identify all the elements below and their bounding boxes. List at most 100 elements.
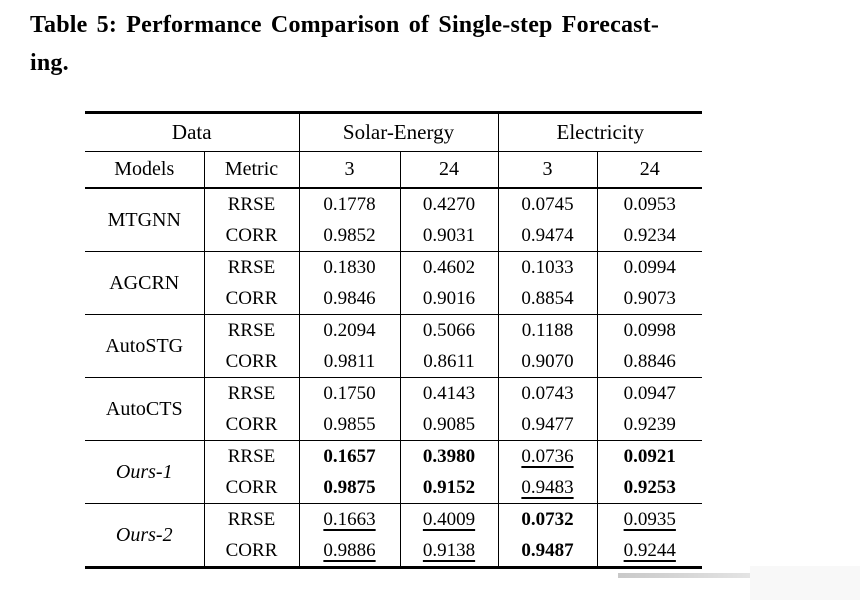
metric-value: 0.2094 (299, 314, 401, 346)
metric-value: 0.4143 (400, 377, 499, 409)
header-data: Data (85, 112, 300, 152)
metric-name: RRSE (204, 377, 300, 409)
header-horizon-electricity-3: 3 (498, 151, 598, 189)
header-group-row: Data Solar-Energy Electricity (85, 112, 702, 152)
metric-value: 0.9855 (299, 409, 401, 441)
metric-value: 0.9152 (400, 472, 499, 504)
table-row: Ours-2 RRSE 0.1663 0.4009 0.0732 0.0935 (85, 503, 702, 568)
model-name: MTGNN (85, 187, 205, 252)
metric-value: 0.9138 (400, 535, 499, 568)
metric-value: 0.9070 (498, 346, 598, 378)
table-row: CORR 0.9846 0.9016 0.8854 0.9073 (85, 283, 702, 315)
metric-value: 0.1830 (299, 251, 401, 283)
metric-value: 0.9234 (623, 224, 676, 246)
table-header: Data Solar-Energy Electricity Models Met… (85, 112, 702, 189)
metric-value: 0.1778 (299, 187, 401, 220)
metric-value: 0.0994 (597, 251, 702, 283)
metric-value: 0.9085 (400, 409, 499, 441)
header-solar-energy: Solar-Energy (299, 112, 499, 152)
model-name: Ours-1 (85, 440, 205, 504)
metric-value: 0.9244 (623, 539, 676, 561)
metric-value: 0.1657 (299, 440, 401, 472)
metric-value: 0.0947 (597, 377, 702, 409)
metric-value: 0.9811 (299, 346, 401, 378)
metric-value: 0.0736 (498, 440, 598, 472)
metric-value: 0.0732 (498, 503, 598, 535)
metric-value: 0.0935 (597, 503, 702, 535)
scan-artifact-corner (750, 566, 860, 600)
metric-value: 0.0953 (597, 187, 702, 220)
metric-value: 0.0745 (498, 187, 598, 220)
header-models: Models (85, 151, 205, 189)
table-row: CORR 0.9855 0.9085 0.9477 0.9239 (85, 409, 702, 441)
metric-value: 0.1188 (498, 314, 598, 346)
metric-value: 0.8611 (400, 346, 499, 378)
scan-artifact-strip (618, 573, 818, 578)
caption-line-2: ing. (30, 50, 69, 76)
table-caption: Table 5: Performance Comparison of Singl… (30, 6, 820, 82)
metric-value: 0.9477 (498, 409, 598, 441)
performance-table: Data Solar-Energy Electricity Models Met… (85, 111, 702, 569)
metric-name: CORR (204, 472, 300, 504)
metric-value: 0.3980 (400, 440, 499, 472)
header-horizon-solar-3: 3 (299, 151, 401, 189)
metric-value: 0.4009 (400, 503, 499, 535)
metric-value: 0.9239 (623, 413, 676, 435)
metric-value: 0.9852 (299, 220, 401, 252)
metric-name: RRSE (204, 440, 300, 472)
metric-value: 0.8854 (498, 283, 598, 315)
metric-value: 0.9474 (498, 220, 598, 252)
table-row: Ours-1 RRSE 0.1657 0.3980 0.0736 0.0921 (85, 440, 702, 504)
header-horizon-solar-24: 24 (400, 151, 499, 189)
metric-value: 0.9483 (498, 472, 598, 504)
metric-value: 0.9031 (400, 220, 499, 252)
metric-value: 0.9487 (498, 535, 598, 568)
model-group: MTGNN RRSE 0.1778 0.4270 0.0745 0.0953 CORR 0.9… (85, 187, 702, 252)
table-row: AGCRN RRSE 0.1830 0.4602 0.1033 0.0994 (85, 251, 702, 315)
table-row: AutoCTS RRSE 0.1750 0.4143 0.0743 0.0947 (85, 377, 702, 441)
metric-name: RRSE (204, 251, 300, 283)
metric-name: CORR (204, 220, 300, 252)
metric-name: RRSE (204, 187, 300, 220)
metric-value: 0.8846 (623, 350, 676, 372)
metric-name: RRSE (204, 314, 300, 346)
metric-name: CORR (204, 283, 300, 315)
table-row: MTGNN RRSE 0.1778 0.4270 0.0745 0.0953 (85, 187, 702, 252)
metric-value: 0.5066 (400, 314, 499, 346)
metric-value: 0.0998 (597, 314, 702, 346)
table-row: AutoSTG RRSE 0.2094 0.5066 0.1188 0.0998 (85, 314, 702, 378)
table-row: CORR 0.9811 0.8611 0.9070 0.8846 (85, 346, 702, 378)
metric-value: 0.9016 (400, 283, 499, 315)
model-group: Ours-1 RRSE 0.1657 0.3980 0.0736 0.0921 CORR 0.… (85, 440, 702, 504)
metric-name: CORR (204, 409, 300, 441)
model-name: AutoSTG (85, 314, 205, 378)
metric-value: 0.9846 (299, 283, 401, 315)
metric-name: CORR (204, 346, 300, 378)
header-electricity: Electricity (498, 112, 702, 152)
metric-value: 0.1663 (299, 503, 401, 535)
model-group: AutoSTG RRSE 0.2094 0.5066 0.1188 0.0998 CORR 0… (85, 314, 702, 378)
header-metric: Metric (204, 151, 300, 189)
metric-value: 0.4270 (400, 187, 499, 220)
metric-value: 0.9875 (299, 472, 401, 504)
metric-value: 0.0921 (597, 440, 702, 472)
header-horizon-electricity-24: 24 (597, 151, 702, 189)
metric-value: 0.1033 (498, 251, 598, 283)
model-name: AGCRN (85, 251, 205, 315)
model-name: Ours-2 (85, 503, 205, 568)
model-name: AutoCTS (85, 377, 205, 441)
model-group: AGCRN RRSE 0.1830 0.4602 0.1033 0.0994 CORR 0.9… (85, 251, 702, 315)
metric-value: 0.9886 (299, 535, 401, 568)
table-row: CORR 0.9875 0.9152 0.9483 0.9253 (85, 472, 702, 504)
model-group: Ours-2 RRSE 0.1663 0.4009 0.0732 0.0935 CORR 0.… (85, 503, 702, 568)
header-column-row: Models Metric 3 24 3 24 (85, 151, 702, 189)
metric-name: RRSE (204, 503, 300, 535)
metric-value: 0.1750 (299, 377, 401, 409)
metric-value: 0.4602 (400, 251, 499, 283)
metric-name: CORR (204, 535, 300, 568)
caption-line-1: Table 5: Performance Comparison of Singl… (30, 12, 660, 38)
metric-value: 0.9073 (623, 287, 676, 309)
metric-value: 0.0743 (498, 377, 598, 409)
table-row: CORR 0.9852 0.9031 0.9474 0.9234 (85, 220, 702, 252)
